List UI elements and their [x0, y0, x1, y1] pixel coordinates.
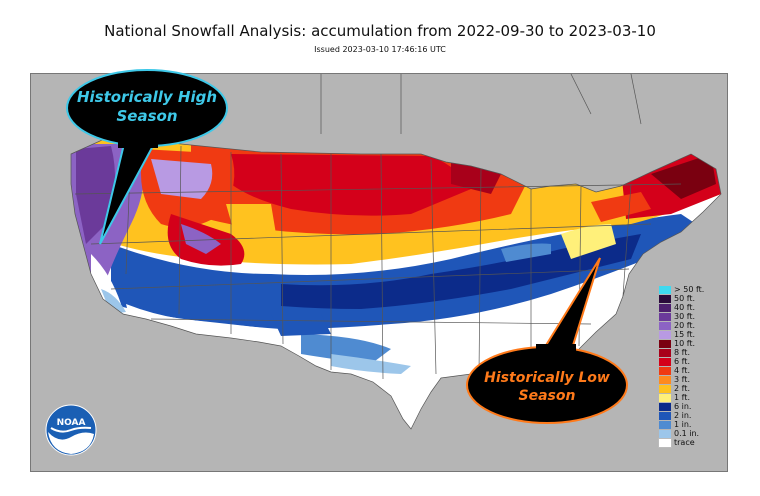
legend-label: > 50 ft. — [674, 285, 705, 294]
legend-item: 6 in. — [659, 402, 729, 411]
legend-item: 3 ft. — [659, 375, 729, 384]
legend-label: 0.1 in. — [674, 429, 700, 438]
legend-label: 10 ft. — [674, 339, 696, 348]
legend-label: 15 ft. — [674, 330, 696, 339]
legend-label: 50 ft. — [674, 294, 696, 303]
legend-swatch — [659, 303, 671, 312]
legend-item: 30 ft. — [659, 312, 729, 321]
map-title: National Snowfall Analysis: accumulation… — [104, 22, 656, 40]
legend-label: 8 ft. — [674, 348, 690, 357]
snowfall-legend: > 50 ft. 50 ft. 40 ft. 30 ft. 20 ft. 15 ft. 10… — [658, 285, 729, 448]
historically-high-line1: Historically High — [77, 88, 217, 106]
legend-swatch — [659, 357, 671, 366]
legend-label: 4 ft. — [674, 366, 690, 375]
legend-item: 40 ft. — [659, 303, 729, 312]
legend-label: trace — [674, 438, 695, 447]
legend-swatch — [659, 348, 671, 357]
map-issued-timestamp: Issued 2023-03-10 17:46:16 UTC — [314, 45, 446, 54]
legend-swatch — [659, 285, 671, 294]
legend-item: trace — [658, 437, 729, 448]
legend-item: > 50 ft. — [659, 285, 729, 294]
legend-swatch — [659, 339, 671, 348]
legend-swatch — [659, 321, 671, 330]
legend-item: 15 ft. — [659, 330, 729, 339]
legend-item: 2 ft. — [659, 384, 729, 393]
legend-label: 1 ft. — [674, 393, 690, 402]
legend-label: 6 ft. — [674, 357, 690, 366]
legend-swatch — [659, 366, 671, 375]
legend-swatch — [659, 294, 671, 303]
legend-label: 2 in. — [674, 411, 692, 420]
legend-item: 6 ft. — [659, 357, 729, 366]
legend-swatch — [659, 411, 671, 420]
legend-label: 3 ft. — [674, 375, 690, 384]
legend-label: 40 ft. — [674, 303, 696, 312]
legend-swatch — [659, 420, 671, 429]
legend-label: 2 ft. — [674, 384, 690, 393]
legend-label: 1 in. — [674, 420, 692, 429]
legend-item: 8 ft. — [659, 348, 729, 357]
legend-item: 50 ft. — [659, 294, 729, 303]
legend-item: 1 ft. — [659, 393, 729, 402]
legend-swatch — [659, 429, 671, 438]
historically-low-line2: Season — [519, 388, 576, 404]
legend-label: 30 ft. — [674, 312, 696, 321]
legend-label: 6 in. — [674, 402, 692, 411]
legend-swatch — [659, 402, 671, 411]
legend-swatch — [658, 437, 672, 448]
legend-label: 20 ft. — [674, 321, 696, 330]
noaa-logo-icon: NOAA — [45, 404, 97, 456]
legend-swatch — [659, 393, 671, 402]
legend-swatch — [659, 312, 671, 321]
legend-item: 2 in. — [659, 411, 729, 420]
legend-swatch — [659, 330, 671, 339]
historically-low-line1: Historically Low — [484, 370, 610, 386]
legend-item: 4 ft. — [659, 366, 729, 375]
legend-item: 0.1 in. — [659, 429, 729, 438]
historically-high-callout: Historically High Season — [66, 69, 228, 245]
historically-high-line2: Season — [116, 107, 177, 125]
legend-swatch — [659, 384, 671, 393]
legend-item: 1 in. — [659, 420, 729, 429]
legend-item: 10 ft. — [659, 339, 729, 348]
historically-low-callout: Historically Low Season — [466, 257, 628, 424]
svg-text:NOAA: NOAA — [57, 418, 86, 428]
legend-swatch — [659, 375, 671, 384]
legend-item: 20 ft. — [659, 321, 729, 330]
